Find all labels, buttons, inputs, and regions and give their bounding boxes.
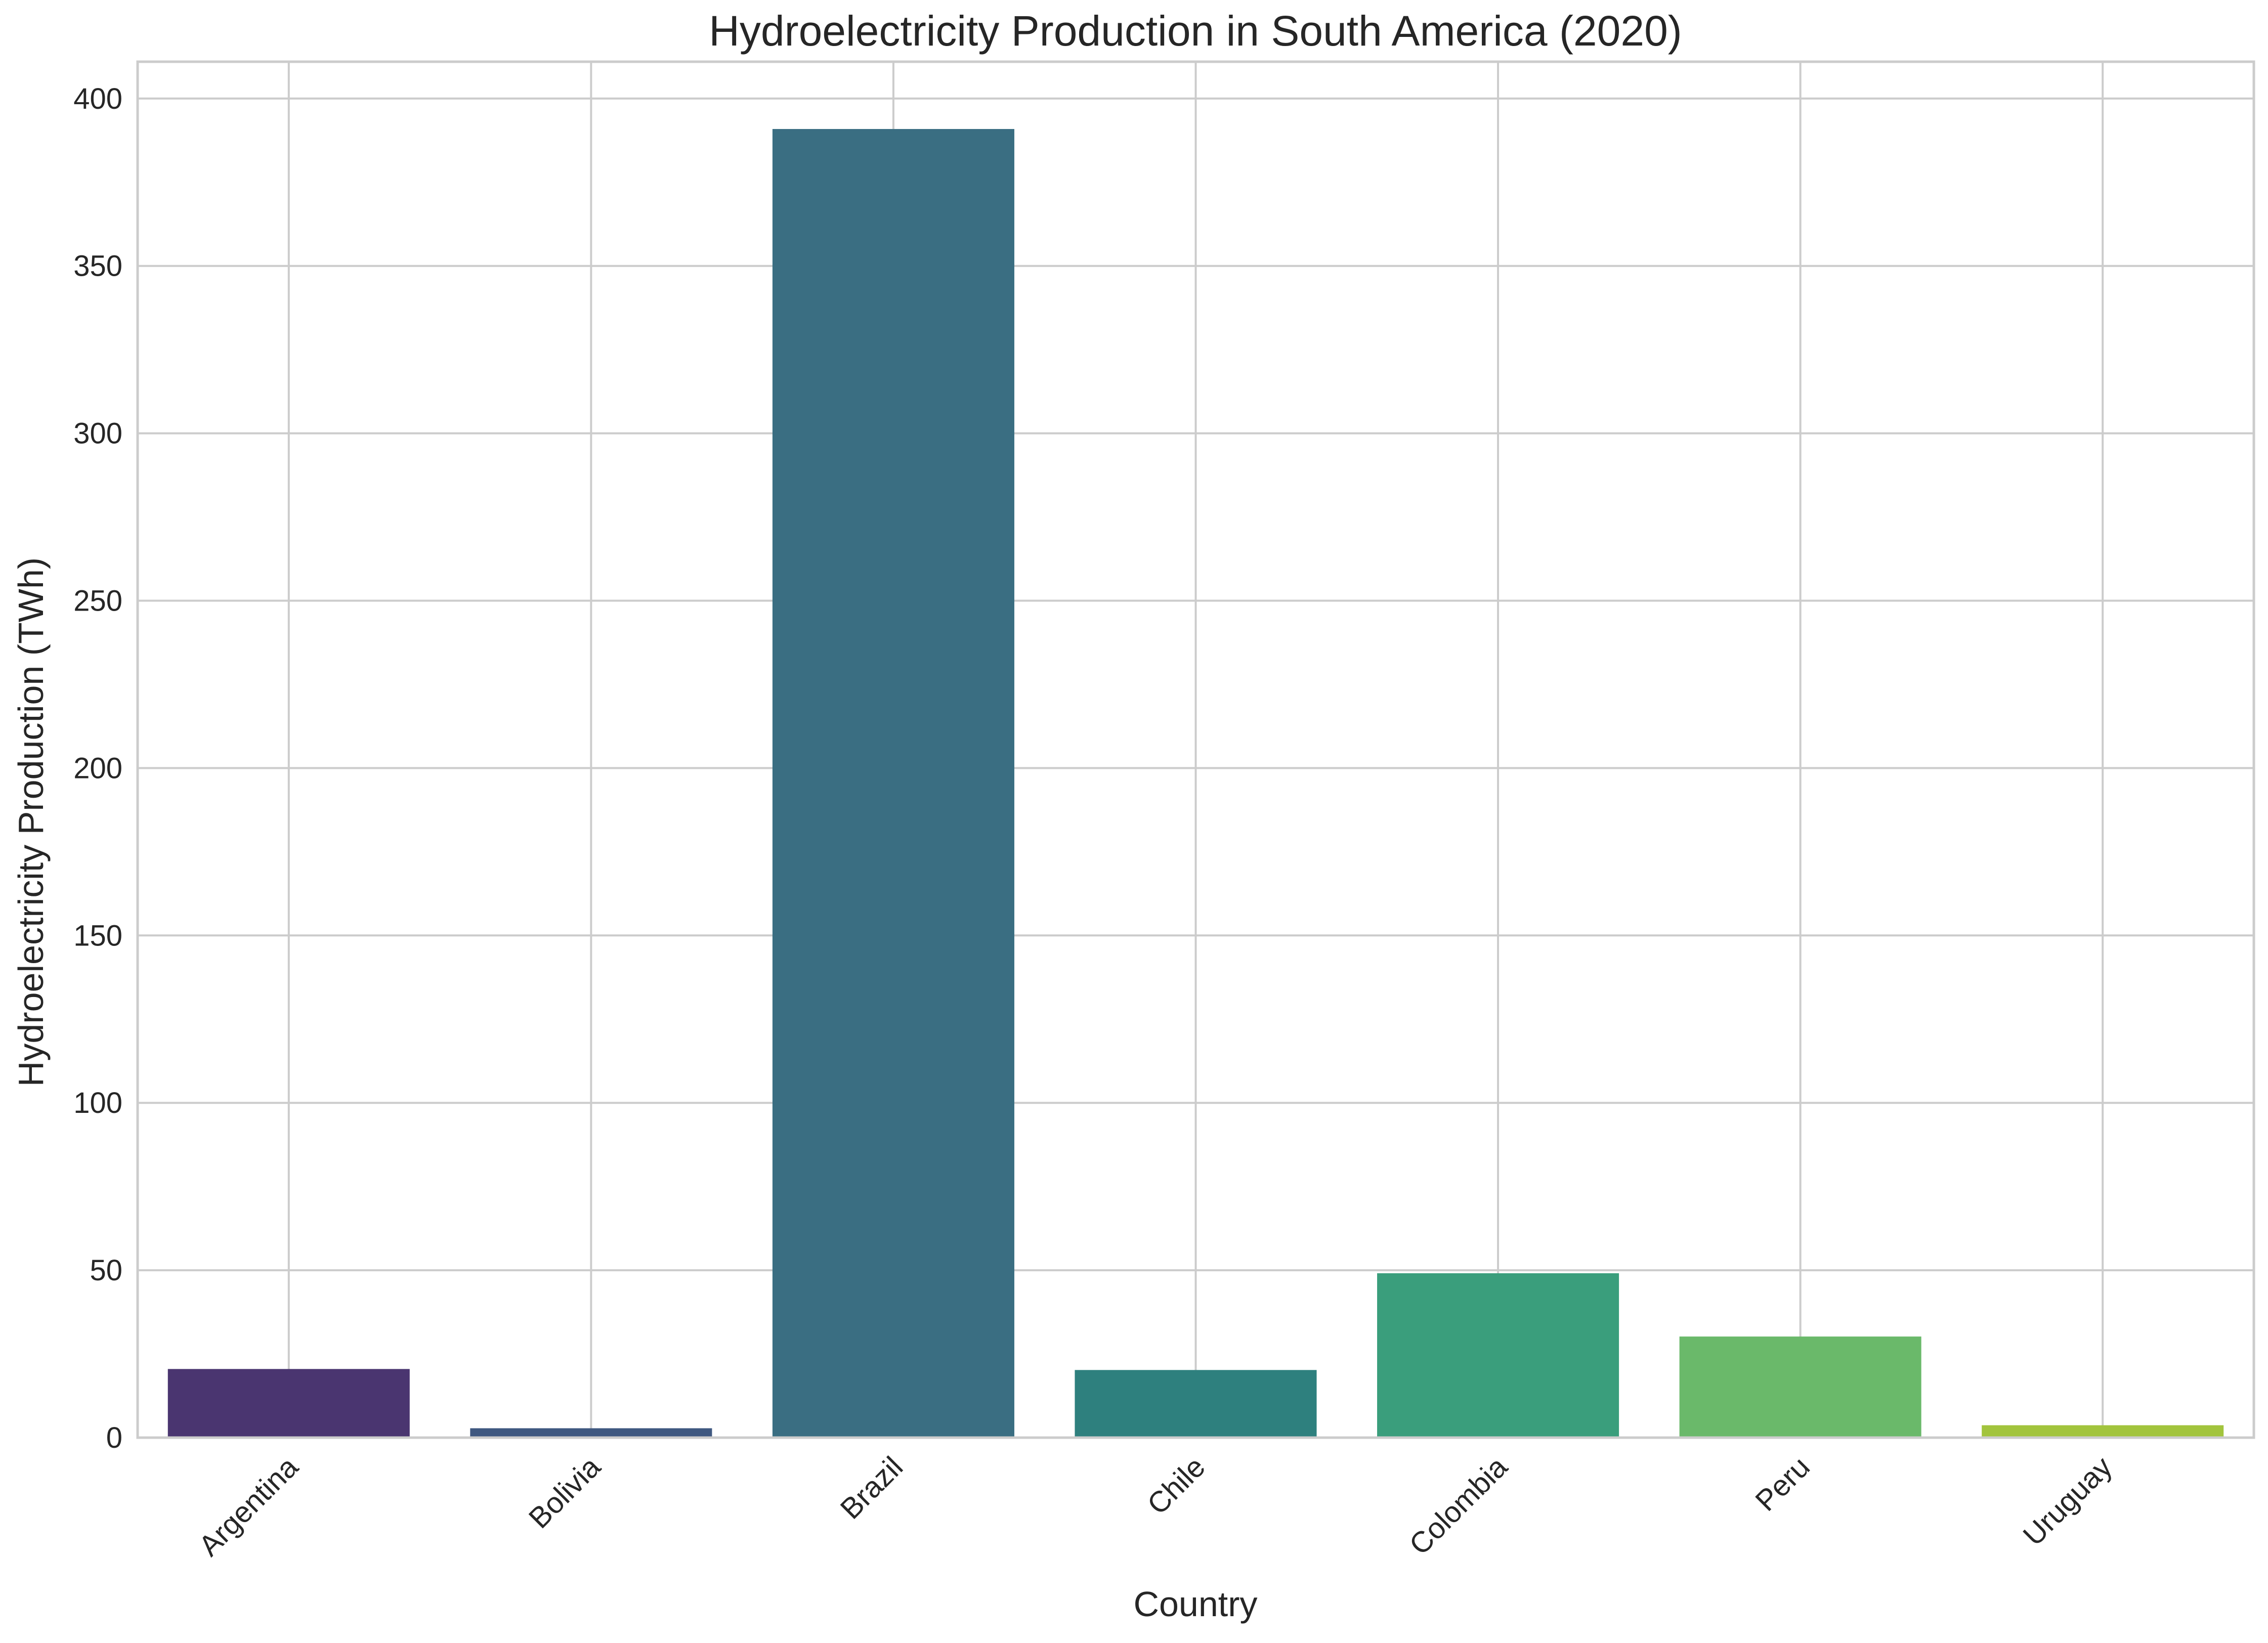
bar-uruguay [1982,1425,2224,1438]
y-tick-label: 300 [73,417,122,450]
bar-argentina [167,1369,410,1438]
y-tick-label: 200 [73,752,122,785]
plot-frame [136,60,2255,1439]
y-tick-label: 50 [90,1254,122,1287]
bar-bolivia [470,1428,712,1438]
y-axis-title: Hydroelectricity Production (TWh) [11,557,51,1087]
x-axis-title: Country [1133,1584,1257,1624]
bar-brazil [772,129,1014,1438]
y-tick-label: 400 [73,82,122,115]
bar-colombia [1377,1273,1619,1438]
bar-chile [1075,1370,1317,1438]
bars [167,129,2224,1438]
y-tick-label: 150 [73,919,122,952]
bar-peru [1679,1336,1921,1438]
chart-title: Hydroelectricity Production in South Ame… [709,7,1682,55]
y-tick-label: 250 [73,584,122,617]
grid-lines [138,62,2254,1439]
y-tick-labels: 0 50 100 150 200 250 300 350 400 [73,82,122,1454]
y-tick-label: 350 [73,250,122,283]
y-tick-label: 0 [106,1421,122,1454]
y-tick-label: 100 [73,1087,122,1119]
